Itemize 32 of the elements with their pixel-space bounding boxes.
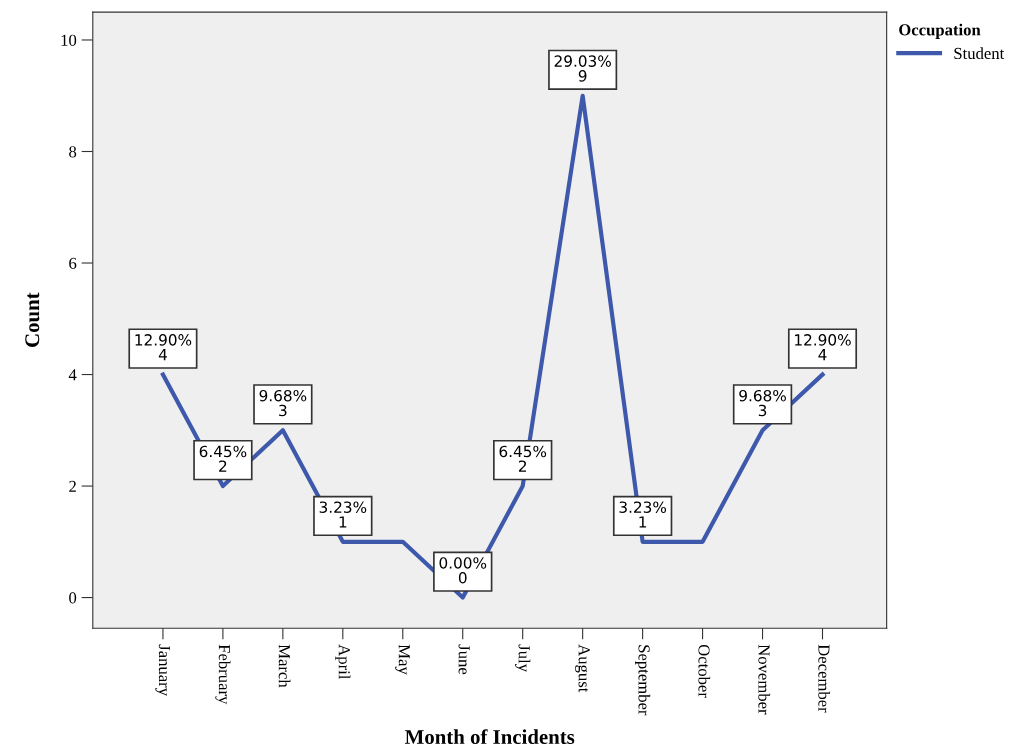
x-tick-label: May (395, 644, 410, 675)
data-label: 6.45% 2 (499, 445, 547, 472)
data-label: 6.45% 2 (199, 445, 247, 472)
x-tick-label: September (635, 645, 651, 716)
y-tick-label: 4 (68, 369, 77, 381)
data-label: 3.23% 1 (319, 501, 367, 528)
x-tick-label: July (515, 644, 531, 672)
x-tick-label: November (758, 644, 771, 715)
data-label: 9.68% 3 (739, 389, 786, 417)
x-tick-label: April (335, 644, 351, 680)
data-label: 0.00% 0 (439, 557, 487, 584)
x-axis-title: Month of Incidents (405, 729, 575, 745)
data-label: 29.03% 9 (554, 55, 611, 82)
x-tick-label: August (575, 644, 590, 693)
legend-label: Student (954, 47, 1005, 60)
data-label: 12.90% 4 (795, 334, 851, 361)
legend-title: Occupation (899, 23, 981, 39)
x-tick-label: October (698, 644, 711, 698)
y-tick-label: 10 (61, 34, 77, 46)
y-tick-label: 6 (69, 257, 77, 269)
y-tick-label: 0 (69, 592, 77, 604)
data-label: 3.23% 1 (619, 501, 667, 528)
x-tick-label: March (278, 644, 291, 688)
x-tick-label: June (458, 644, 470, 675)
y-axis-title: Count (25, 292, 40, 347)
data-label: 12.90% 4 (135, 334, 192, 361)
data-label: 9.68% 3 (259, 389, 307, 417)
y-tick-label: 2 (69, 480, 76, 492)
y-tick-label: 8 (69, 146, 77, 158)
x-tick-label: December (818, 644, 831, 713)
x-tick-label: February (215, 644, 231, 705)
x-tick-label: January (155, 644, 170, 696)
